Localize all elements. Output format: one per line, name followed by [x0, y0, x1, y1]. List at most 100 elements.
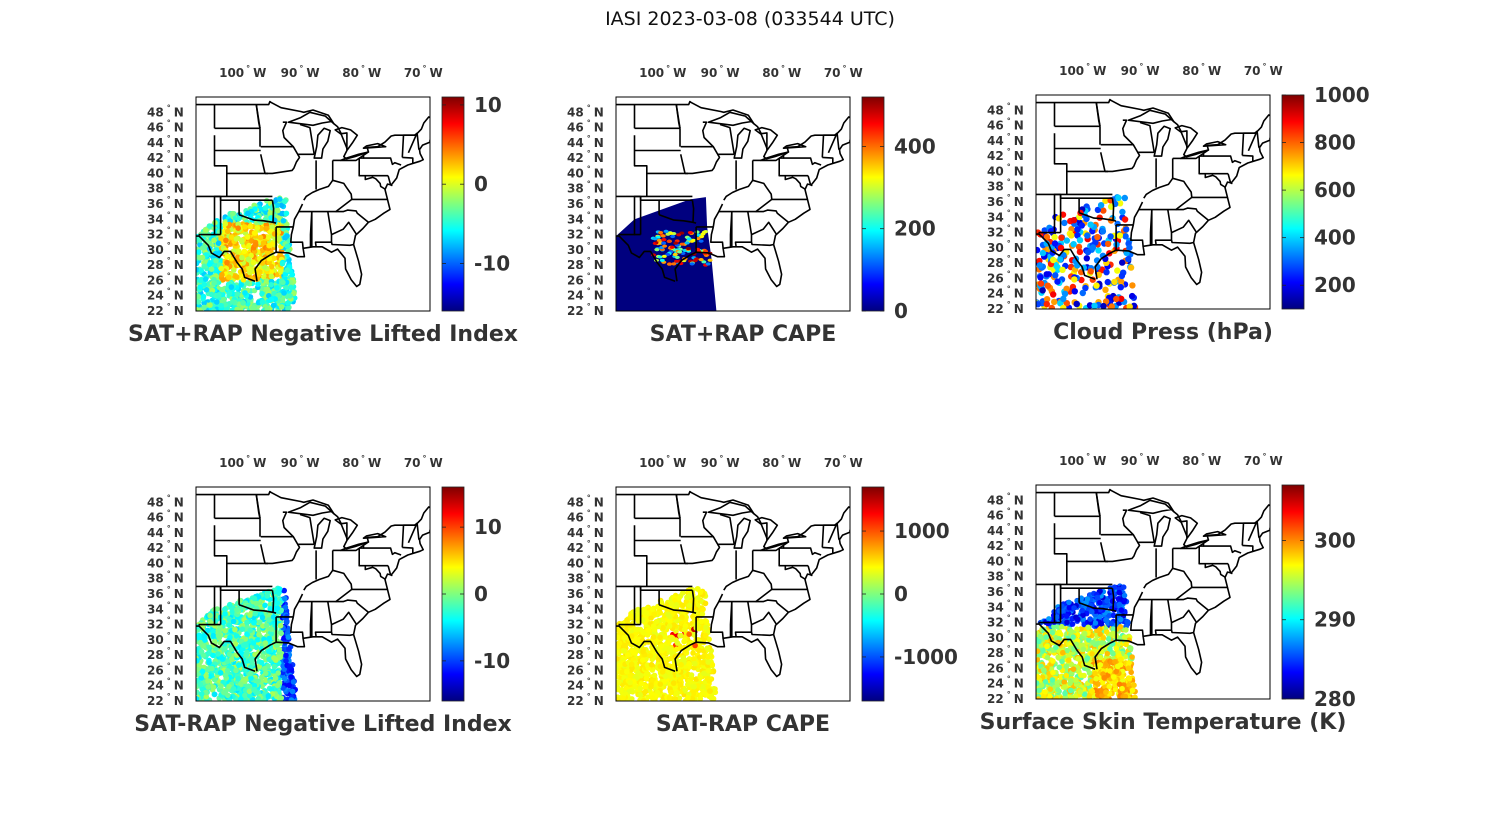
footprint: [275, 589, 281, 595]
state-border: [821, 524, 835, 548]
colorbar-tick-label: 10: [474, 515, 502, 539]
footprint: [1063, 300, 1070, 307]
state-border: [299, 123, 315, 155]
footprint: [624, 652, 631, 658]
state-border: [1130, 224, 1144, 247]
footprint: [682, 687, 688, 693]
footprint: [203, 693, 210, 700]
footprint: [701, 670, 707, 677]
footprint: [255, 636, 261, 643]
lat-tick-label: 44 ° N: [147, 524, 184, 540]
footprint: [288, 674, 294, 680]
footprint: [196, 666, 201, 673]
footprint: [274, 682, 281, 689]
footprint: [1089, 244, 1097, 251]
state-border: [675, 494, 681, 519]
footprint: [1063, 663, 1070, 669]
footprint: [674, 255, 680, 259]
lat-tick-label: 46 ° N: [987, 117, 1024, 133]
footprint: [1127, 264, 1135, 271]
footprint: [1036, 262, 1044, 269]
footprint: [1036, 246, 1041, 254]
footprint: [283, 658, 289, 664]
footprint: [280, 218, 287, 224]
state-border: [1078, 211, 1117, 222]
state-border: [750, 241, 774, 247]
lat-tick-label: 44 ° N: [567, 134, 604, 150]
lat-tick-label: 40 ° N: [147, 164, 184, 180]
footprint: [207, 302, 213, 308]
footprint: [650, 606, 656, 612]
state-border: [784, 175, 807, 191]
lat-tick-label: 32 ° N: [567, 226, 604, 242]
footprint: [654, 248, 660, 252]
footprint: [238, 696, 244, 701]
footprint: [274, 207, 281, 214]
footprint: [652, 237, 658, 241]
footprint: [271, 663, 278, 670]
footprint: [284, 233, 290, 239]
footprint: [247, 269, 253, 276]
great-lake: [1127, 109, 1175, 125]
footprint: [279, 296, 286, 303]
footprint: [1100, 302, 1107, 309]
footprint: [264, 249, 271, 256]
footprint: [247, 693, 253, 699]
footprint: [689, 262, 695, 266]
colorbar-tick-label: 1000: [894, 519, 950, 543]
footprint: [239, 254, 245, 261]
footprint: [215, 651, 221, 657]
footprint: [226, 274, 232, 280]
footprint: [1083, 255, 1090, 262]
footprint: [1074, 226, 1081, 233]
footprint: [658, 599, 665, 605]
footprint: [685, 246, 691, 251]
footprint: [1076, 237, 1084, 244]
footprint: [1054, 278, 1061, 285]
lat-tick-label: 38 ° N: [987, 178, 1024, 194]
state-border: [783, 547, 822, 556]
great-lake: [782, 532, 807, 539]
footprint: [220, 276, 226, 283]
lat-tick-label: 34 ° N: [147, 600, 184, 616]
state-border: [1095, 102, 1101, 127]
footprint: [234, 607, 240, 613]
footprint: [238, 282, 244, 288]
footprint: [259, 290, 265, 297]
footprint: [690, 238, 696, 242]
footprint: [198, 691, 205, 697]
footprint: [661, 241, 667, 245]
state-border: [1175, 207, 1209, 221]
great-lake: [733, 517, 751, 549]
footprint: [701, 260, 707, 264]
footprint: [656, 238, 662, 242]
footprint: [1087, 221, 1094, 228]
state-border: [358, 158, 389, 177]
map-outline: [196, 490, 430, 678]
footprint: [226, 290, 233, 297]
colorbar: [861, 96, 885, 312]
great-lake: [313, 517, 331, 549]
footprint: [271, 655, 277, 661]
state-border: [1203, 155, 1242, 164]
state-border: [1099, 152, 1106, 172]
footprint: [197, 284, 204, 290]
footprint: [202, 227, 209, 233]
footprint: [661, 237, 667, 242]
footprint: [243, 642, 249, 648]
footprint: [679, 614, 685, 620]
footprint: [1050, 256, 1057, 264]
lat-tick-label: 42 ° N: [147, 149, 184, 165]
footprint: [1057, 244, 1065, 252]
map-panel-1: 48 ° N46 ° N44 ° N42 ° N40 ° N38 ° N36 ° N34 ° N32 ° N30 ° N…: [128, 64, 518, 347]
footprint: [284, 267, 291, 273]
state-border: [364, 565, 387, 581]
footprint: [616, 673, 620, 680]
lat-tick-label: 26 ° N: [147, 271, 184, 287]
map-frame: [195, 486, 431, 702]
footprint: [286, 646, 292, 652]
footprint: [1043, 271, 1050, 278]
footprint: [1107, 233, 1114, 240]
footprint: [211, 676, 218, 683]
footprint: [659, 258, 665, 262]
